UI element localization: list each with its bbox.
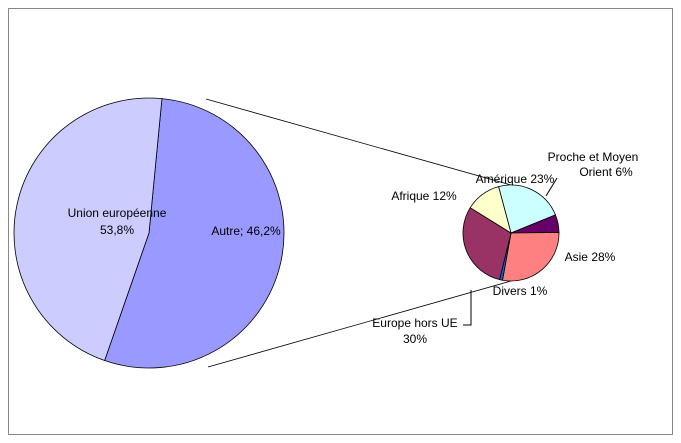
data-label: Divers 1% [493, 284, 548, 298]
data-label: Amérique 23% [476, 172, 555, 186]
data-label: Autre; 46,2% [211, 224, 281, 238]
data-label: Orient 6% [579, 165, 633, 179]
data-label: Proche et Moyen [548, 150, 639, 164]
pie-slice [13, 97, 163, 362]
data-label: Afrique 12% [391, 189, 457, 203]
leader-line [463, 290, 472, 326]
pie-slice [104, 98, 285, 369]
pie-slice [502, 232, 560, 282]
connector-line [207, 280, 512, 368]
data-label: Europe hors UE [372, 316, 457, 330]
connector-line [205, 98, 512, 186]
pie-slice [498, 184, 556, 234]
data-label: 53,8% [100, 223, 134, 237]
leader-line [545, 177, 558, 197]
data-label: Union européenne [68, 206, 167, 220]
pie-slice [469, 186, 512, 234]
data-label: 30% [403, 332, 427, 346]
data-label: Asie 28% [565, 250, 616, 264]
